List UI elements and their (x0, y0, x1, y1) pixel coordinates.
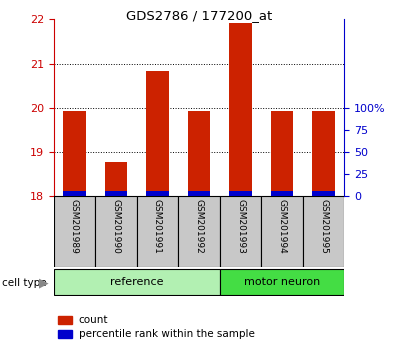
Text: motor neuron: motor neuron (244, 277, 320, 287)
Bar (271, 191, 293, 196)
Text: GSM201991: GSM201991 (153, 199, 162, 253)
Text: GSM201995: GSM201995 (319, 199, 328, 253)
Text: GSM201993: GSM201993 (236, 199, 245, 253)
Bar (229, 23, 252, 196)
Text: reference: reference (110, 277, 164, 287)
Bar (63, 111, 86, 196)
Text: GDS2786 / 177200_at: GDS2786 / 177200_at (126, 9, 272, 22)
Bar (58, 330, 72, 338)
Bar (229, 191, 252, 196)
Bar (54, 196, 95, 267)
Text: GSM201994: GSM201994 (277, 199, 287, 253)
Bar (137, 196, 178, 267)
Bar (105, 162, 127, 196)
Bar (261, 196, 303, 267)
Bar (187, 191, 211, 196)
Bar (312, 191, 335, 196)
Text: cell type: cell type (2, 278, 47, 288)
Text: GSM201990: GSM201990 (111, 199, 121, 253)
Bar (63, 191, 86, 196)
Bar (58, 316, 72, 324)
Bar (146, 71, 169, 196)
Text: percentile rank within the sample: percentile rank within the sample (79, 329, 255, 339)
Text: count: count (79, 315, 108, 325)
Bar (105, 191, 127, 196)
Bar (312, 111, 335, 196)
Text: GSM201989: GSM201989 (70, 199, 79, 253)
Bar (54, 269, 220, 295)
Text: GSM201992: GSM201992 (195, 199, 203, 253)
Text: ▶: ▶ (39, 277, 49, 290)
Bar (95, 196, 137, 267)
Bar (178, 196, 220, 267)
Bar (271, 111, 293, 196)
Bar (220, 269, 344, 295)
Bar (187, 111, 211, 196)
Bar (220, 196, 261, 267)
Bar (303, 196, 344, 267)
Bar (146, 191, 169, 196)
